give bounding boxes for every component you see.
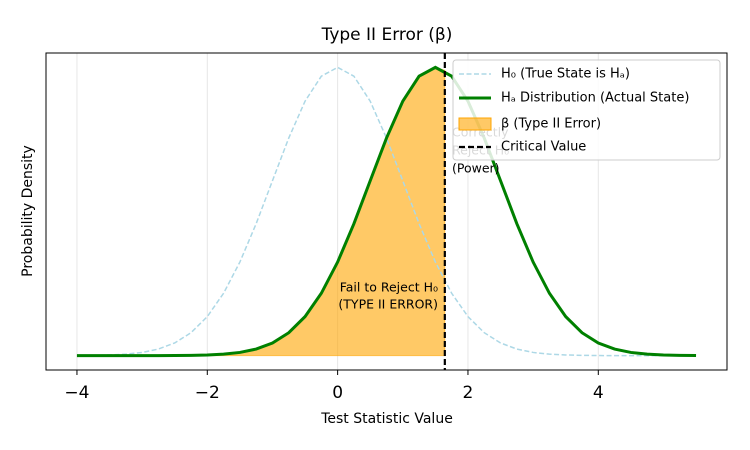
annotation-power: (Power) [452, 161, 500, 176]
x-tick-label: 4 [593, 383, 604, 403]
annotation-type2: Fail to Reject H₀ [340, 280, 438, 295]
legend-label: Critical Value [501, 140, 586, 155]
x-tick-label: 0 [332, 383, 343, 403]
legend-label: β (Type II Error) [501, 117, 601, 132]
annotation-type2: (TYPE II ERROR) [338, 297, 438, 312]
legend: H₀ (True State is Hₐ) Hₐ Distribution (Ac… [452, 59, 721, 161]
legend-label: Hₐ Distribution (Actual State) [501, 91, 689, 106]
x-tick-label: −2 [195, 383, 220, 403]
plot-frame [45, 52, 728, 371]
legend-label: H₀ (True State is Hₐ) [501, 67, 630, 82]
x-tick-label: 2 [463, 383, 474, 403]
legend-box [452, 59, 721, 161]
legend-swatch [458, 117, 492, 131]
y-axis-label: Probability Density [20, 145, 36, 277]
chart-title: Type II Error (β) [321, 25, 453, 45]
x-tick-label: −4 [64, 383, 89, 403]
curve [76, 66, 697, 357]
x-axis-label: Test Statistic Value [320, 411, 453, 427]
curve [76, 65, 697, 358]
